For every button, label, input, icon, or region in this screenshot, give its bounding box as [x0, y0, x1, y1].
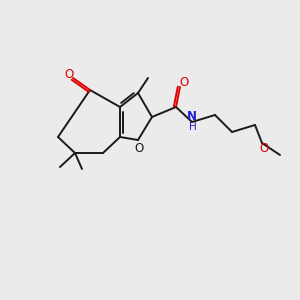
Text: O: O	[64, 68, 74, 82]
Text: O: O	[134, 142, 144, 154]
Text: O: O	[179, 76, 189, 89]
Text: O: O	[260, 142, 268, 154]
Text: N: N	[187, 110, 197, 124]
Text: H: H	[189, 122, 197, 132]
